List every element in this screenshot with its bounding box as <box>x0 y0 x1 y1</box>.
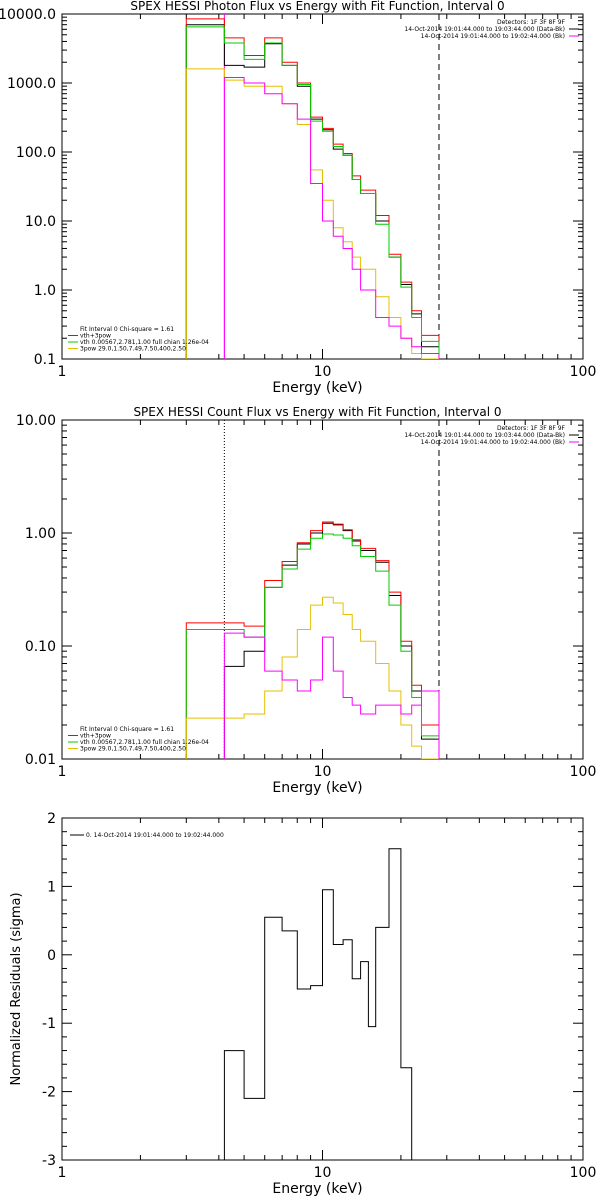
chart-panel-3: 1 10 100 Energy (keV) -3 -2 -1 0 1 2 Normalized Re… <box>9 811 596 1197</box>
legend-entry: Fit Interval 0 Chi-square = 1.61 <box>80 326 174 333</box>
y-tick-label: 0.1 <box>34 352 56 368</box>
x-tick-label: 10 <box>314 1165 332 1181</box>
x-tick-label: 10 <box>314 364 332 380</box>
legend-entry: 0. 14-Oct-2014 19:01:44.000 to 19:02:44.… <box>86 832 224 839</box>
y-tick-label: 10.0 <box>25 214 56 230</box>
y-tick-label: 0.10 <box>25 639 56 655</box>
series-line-2 <box>185 18 440 359</box>
x-axis-label: Energy (keV) <box>272 780 362 796</box>
legend-entry: 14-Oct-2014 19:01:44.000 to 19:03:44.000… <box>404 26 565 33</box>
legend-bottom-left: Fit Interval 0 Chi-square = 1.61vth+3pow… <box>68 726 209 753</box>
y-tick-label: -2 <box>42 1085 56 1101</box>
legend-entry: vth 0.00567,2.781,1.00 full chian 1.26e-… <box>80 339 209 346</box>
series-group <box>223 848 439 1160</box>
x-axis-label: Energy (keV) <box>272 380 362 396</box>
y-tick-label: 1.0 <box>34 283 56 299</box>
x-tick-label: 1 <box>58 764 67 780</box>
x-axis-label: Energy (keV) <box>272 1181 362 1197</box>
series-line-1 <box>185 24 440 359</box>
legend-entry: 3pow 29.0,1.50,7.49,7.50,400,2.50 <box>80 746 186 753</box>
x-tick-label: 1 <box>58 1165 67 1181</box>
x-tick-label: 100 <box>570 364 597 380</box>
x-tick-label: 10 <box>314 764 332 780</box>
chart-title: SPEX HESSI Count Flux vs Energy with Fit… <box>133 405 501 419</box>
y-tick-label: 0 <box>47 948 56 964</box>
y-tick-label: 10.00 <box>16 413 56 429</box>
y-tick-label: 1 <box>47 879 56 895</box>
legend-entry: vth 0.00567,2.781,1.00 full chian 1.26e-… <box>80 739 209 746</box>
legend-entry: 14-Oct-2014 19:01:44.000 to 19:02:44.000… <box>421 33 565 40</box>
chart-title: SPEX HESSI Photon Flux vs Energy with Fi… <box>130 0 504 13</box>
y-tick-label: 2 <box>47 811 56 827</box>
series-group <box>185 521 440 759</box>
y-axis-label: Normalized Residuals (sigma) <box>9 892 24 1085</box>
y-tick-label: -1 <box>42 1016 56 1032</box>
legend-entry: Fit Interval 0 Chi-square = 1.61 <box>80 726 174 733</box>
legend-entry: Detectors: 1F 3F 8F 9F <box>497 19 566 26</box>
plot-frame <box>61 817 584 1161</box>
legend-bottom-left: Fit Interval 0 Chi-square = 1.61vth+3pow… <box>68 326 209 353</box>
legend-entry: 3pow 29.0,1.50,7.49,7.50,400,2.50 <box>80 346 186 353</box>
legend-top-left: 0. 14-Oct-2014 19:01:44.000 to 19:02:44.… <box>70 832 224 839</box>
legend-entry: 14-Oct-2014 19:01:44.000 to 19:03:44.000… <box>404 432 565 439</box>
legend-entry: vth+3pow <box>80 733 111 740</box>
plot-frame <box>61 419 584 760</box>
x-tick-label: 1 <box>58 364 67 380</box>
y-tick-label: 1000.0 <box>7 76 56 92</box>
chart-panel-2: SPEX HESSI Count Flux vs Energy with Fit… <box>16 405 596 796</box>
legend-entry: Detectors: 1F 3F 8F 9F <box>497 425 566 432</box>
chart-panel-1: SPEX HESSI Photon Flux vs Energy with Fi… <box>0 0 596 396</box>
y-tick-label: 10000.0 <box>0 7 56 23</box>
series-group <box>185 18 440 359</box>
series-line-1 <box>223 848 439 1160</box>
x-tick-label: 100 <box>570 1165 597 1181</box>
series-line-3 <box>185 533 440 759</box>
y-tick-label: -3 <box>42 1153 56 1169</box>
series-line-5 <box>223 632 440 759</box>
y-tick-label: 100.0 <box>16 145 56 161</box>
x-tick-label: 100 <box>570 764 597 780</box>
y-tick-label: 0.01 <box>25 752 56 768</box>
legend-entry: vth+3pow <box>80 333 111 340</box>
series-line-5 <box>223 77 440 359</box>
legend-entry: 14-Oct-2014 19:01:44.000 to 19:02:44.000… <box>421 439 565 446</box>
series-line-3 <box>185 26 440 359</box>
y-tick-label: 1.00 <box>25 526 56 542</box>
